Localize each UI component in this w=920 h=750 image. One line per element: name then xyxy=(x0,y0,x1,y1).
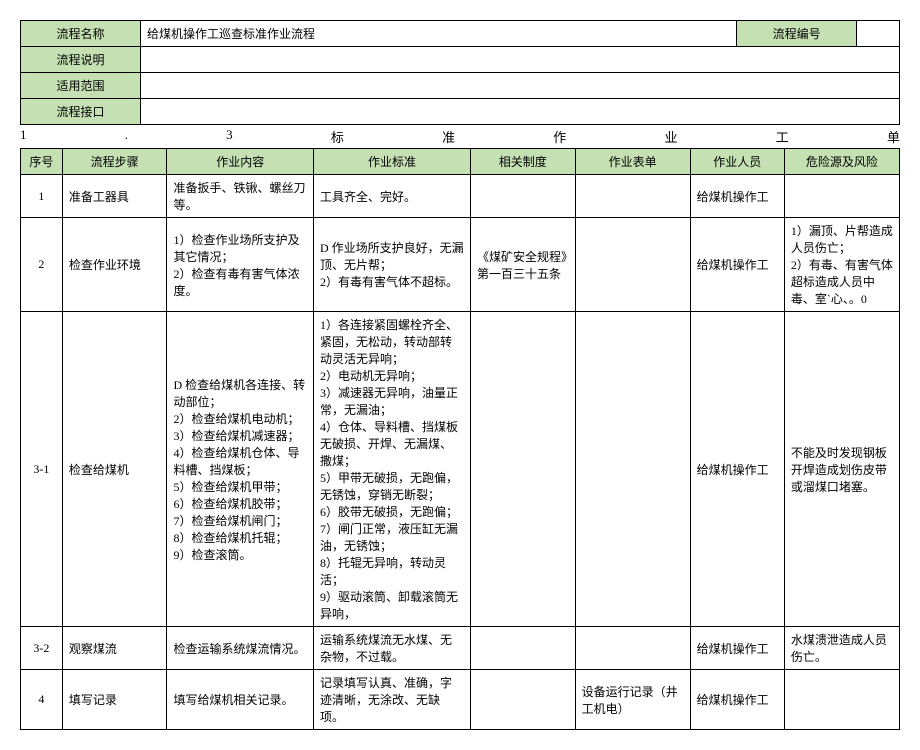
title-char: 工 xyxy=(776,127,789,146)
cell-policy xyxy=(470,175,575,218)
cell-content: 填写给煤机相关记录。 xyxy=(167,670,314,730)
value-process-code xyxy=(857,21,900,47)
cell-policy xyxy=(470,627,575,670)
main-table: 序号 流程步骤 作业内容 作业标准 相关制度 作业表单 作业人员 危险源及风险 … xyxy=(20,148,900,730)
table-row: 3-2观察煤流检查运输系统煤流情况。运输系统煤流无水煤、无杂物，不过载。 给煤机操… xyxy=(21,627,900,670)
title-char: 业 xyxy=(665,127,678,146)
cell-form xyxy=(575,175,690,218)
col-form: 作业表单 xyxy=(575,149,690,175)
meta-table: 流程名称 给煤机操作工巡查标准作业流程 流程编号 流程说明 适用范围 流程接口 xyxy=(20,20,900,125)
section-title: 1. 3 标 准 作 业 工 单 xyxy=(20,125,900,148)
cell-seq: 3-2 xyxy=(21,627,63,670)
cell-person: 给煤机操作工 xyxy=(690,670,784,730)
cell-form xyxy=(575,627,690,670)
label-interface: 流程接口 xyxy=(21,99,141,125)
cell-step: 填写记录 xyxy=(62,670,167,730)
table-row: 4填写记录填写给煤机相关记录。记录填写认真、准确，字迹清晰，无涂改、无缺项。 设备… xyxy=(21,670,900,730)
cell-form xyxy=(575,218,690,312)
col-step: 流程步骤 xyxy=(62,149,167,175)
cell-step: 检查给煤机 xyxy=(62,312,167,627)
cell-standard: D 作业场所支护良好，无漏顶、无片帮； 2）有毒有害气体不超标。 xyxy=(313,218,470,312)
col-content: 作业内容 xyxy=(167,149,314,175)
cell-policy xyxy=(470,670,575,730)
cell-risk: 不能及时发现钢板开焊造成划伤皮带或溜煤口堵塞。 xyxy=(784,312,899,627)
col-person: 作业人员 xyxy=(690,149,784,175)
label-process-desc: 流程说明 xyxy=(21,47,141,73)
col-standard: 作业标准 xyxy=(313,149,470,175)
cell-content: D 检查给煤机各连接、转动部位； 2）检查给煤机电动机； 3）检查给煤机减速器；… xyxy=(167,312,314,627)
title-char: 单 xyxy=(887,127,900,146)
label-process-name: 流程名称 xyxy=(21,21,141,47)
cell-standard: 1）各连接紧固螺栓齐全、紧固，无松动，转动部转动灵活无异响； 2）电动机无异响；… xyxy=(313,312,470,627)
meta-row-scope: 适用范围 xyxy=(21,73,900,99)
cell-standard: 工具齐全、完好。 xyxy=(313,175,470,218)
label-scope: 适用范围 xyxy=(21,73,141,99)
cell-step: 观察煤流 xyxy=(62,627,167,670)
title-char: 3 xyxy=(226,127,233,146)
title-char: . xyxy=(125,127,128,146)
cell-risk: 1）漏顶、片帮造成人员伤亡； 2）有毒、有害气体超标造成人员中毒、室`心、。0 xyxy=(784,218,899,312)
label-process-code: 流程编号 xyxy=(737,21,857,47)
value-scope xyxy=(141,73,900,99)
cell-seq: 2 xyxy=(21,218,63,312)
table-row: 3-1检查给煤机D 检查给煤机各连接、转动部位； 2）检查给煤机电动机； 3）检… xyxy=(21,312,900,627)
cell-policy: 《煤矿安全规程》第一百三十五条 xyxy=(470,218,575,312)
table-row: 2检查作业环境1）检查作业场所支护及其它情况； 2）检查有毒有害气体浓度。D 作… xyxy=(21,218,900,312)
cell-risk: 水煤溃泄造成人员伤亡。 xyxy=(784,627,899,670)
cell-form: 设备运行记录（井工机电） xyxy=(575,670,690,730)
cell-step: 检查作业环境 xyxy=(62,218,167,312)
cell-seq: 4 xyxy=(21,670,63,730)
value-process-name: 给煤机操作工巡查标准作业流程 xyxy=(141,21,737,47)
col-risk: 危险源及风险 xyxy=(784,149,899,175)
cell-risk xyxy=(784,670,899,730)
cell-content: 检查运输系统煤流情况。 xyxy=(167,627,314,670)
value-process-desc xyxy=(141,47,900,73)
cell-person: 给煤机操作工 xyxy=(690,175,784,218)
cell-step: 准备工器具 xyxy=(62,175,167,218)
col-seq: 序号 xyxy=(21,149,63,175)
title-char: 标 xyxy=(331,127,344,146)
cell-person: 给煤机操作工 xyxy=(690,218,784,312)
cell-standard: 记录填写认真、准确，字迹清晰，无涂改、无缺项。 xyxy=(313,670,470,730)
cell-standard: 运输系统煤流无水煤、无杂物，不过载。 xyxy=(313,627,470,670)
meta-row-desc: 流程说明 xyxy=(21,47,900,73)
cell-content: 1）检查作业场所支护及其它情况； 2）检查有毒有害气体浓度。 xyxy=(167,218,314,312)
value-interface xyxy=(141,99,900,125)
title-char: 准 xyxy=(442,127,455,146)
cell-form xyxy=(575,312,690,627)
table-row: 1准备工器具准备扳手、铁锹、螺丝刀等。工具齐全、完好。 给煤机操作工 xyxy=(21,175,900,218)
cell-person: 给煤机操作工 xyxy=(690,312,784,627)
cell-content: 准备扳手、铁锹、螺丝刀等。 xyxy=(167,175,314,218)
cell-seq: 3-1 xyxy=(21,312,63,627)
cell-policy xyxy=(470,312,575,627)
col-policy: 相关制度 xyxy=(470,149,575,175)
cell-risk xyxy=(784,175,899,218)
title-char: 作 xyxy=(553,127,566,146)
cell-seq: 1 xyxy=(21,175,63,218)
meta-row-interface: 流程接口 xyxy=(21,99,900,125)
meta-row-process-name: 流程名称 给煤机操作工巡查标准作业流程 流程编号 xyxy=(21,21,900,47)
title-char: 1 xyxy=(20,127,27,146)
column-header-row: 序号 流程步骤 作业内容 作业标准 相关制度 作业表单 作业人员 危险源及风险 xyxy=(21,149,900,175)
cell-person: 给煤机操作工 xyxy=(690,627,784,670)
